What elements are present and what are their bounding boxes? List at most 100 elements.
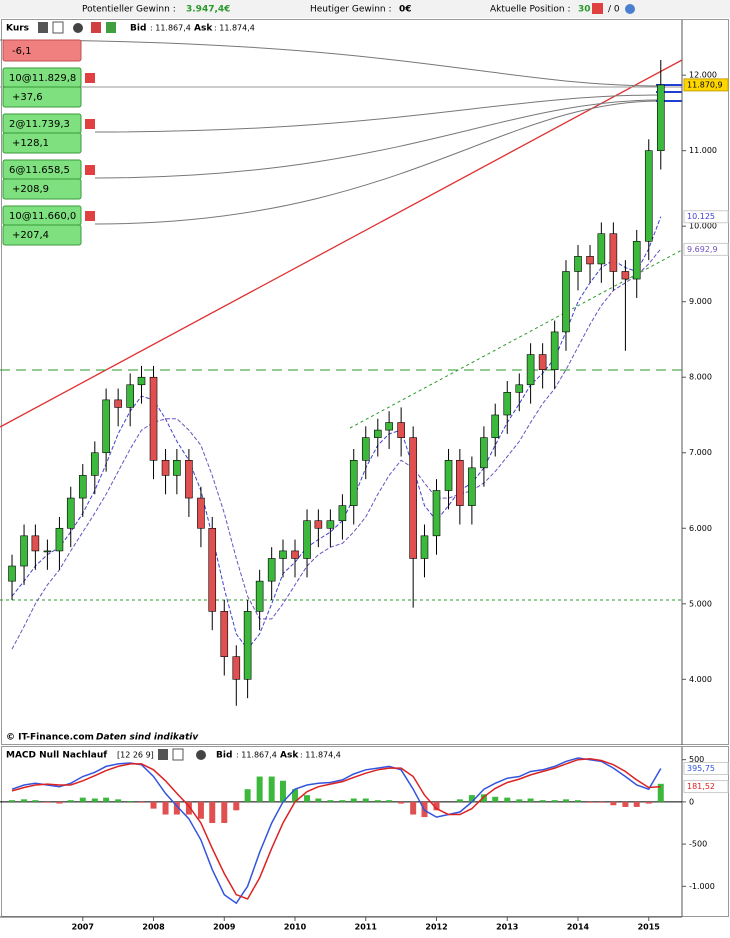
candle-body bbox=[161, 459, 170, 476]
candle-body bbox=[279, 550, 287, 559]
value-tag bbox=[683, 780, 729, 794]
x-tick-label: 2007 bbox=[72, 923, 94, 932]
tool-icon[interactable] bbox=[158, 749, 168, 760]
position-curve bbox=[94, 100, 661, 225]
pnl-text: +128,1 bbox=[12, 138, 49, 149]
close-icon[interactable] bbox=[73, 23, 83, 33]
window-icon[interactable] bbox=[172, 748, 184, 761]
candle-body bbox=[538, 354, 547, 370]
histogram-bar bbox=[516, 799, 523, 802]
pnl-box bbox=[2, 86, 82, 108]
down-icon[interactable] bbox=[91, 22, 101, 33]
x-tick-label: 2012 bbox=[425, 923, 447, 932]
candle-body bbox=[208, 527, 217, 612]
up-icon[interactable] bbox=[106, 22, 116, 33]
histogram-bar bbox=[657, 783, 664, 802]
price-tag bbox=[683, 210, 729, 224]
close-position-button[interactable] bbox=[592, 3, 603, 14]
pnl-box bbox=[2, 224, 82, 246]
moving-average bbox=[11, 248, 662, 650]
candle-body bbox=[644, 150, 653, 242]
x-tick-label: 2013 bbox=[496, 923, 518, 932]
histogram-bar bbox=[56, 801, 63, 804]
candle-body bbox=[55, 527, 64, 552]
histogram-bar bbox=[386, 800, 393, 802]
candle-body bbox=[243, 611, 252, 680]
histogram-bar bbox=[610, 801, 617, 806]
tool-icon[interactable] bbox=[38, 22, 48, 33]
candle-body bbox=[456, 459, 464, 506]
y-tick-label: 4.000 bbox=[689, 675, 712, 684]
window-icon[interactable] bbox=[52, 21, 64, 34]
close-icon[interactable] bbox=[196, 750, 206, 760]
close-order[interactable] bbox=[85, 119, 95, 129]
candle-body bbox=[66, 497, 75, 529]
y-tick-label: 11.000 bbox=[689, 146, 717, 155]
histogram-bar bbox=[268, 776, 275, 802]
histogram-bar bbox=[527, 798, 534, 802]
histogram-bar bbox=[645, 801, 652, 804]
histogram-bar bbox=[327, 800, 334, 802]
candle-body bbox=[586, 256, 594, 265]
bid-value: : 11.867,4 bbox=[150, 24, 191, 33]
histogram-bar bbox=[9, 800, 16, 802]
x-tick-label: 2014 bbox=[567, 923, 590, 932]
candle-body bbox=[562, 271, 570, 333]
histogram-bar bbox=[209, 801, 216, 823]
histogram-bar bbox=[244, 789, 251, 802]
close-order[interactable] bbox=[85, 211, 95, 221]
value-tag-label: 181,52 bbox=[687, 782, 715, 791]
order-text: 2@11.739,3 bbox=[9, 119, 70, 130]
price-tag-label: 11.870,9 bbox=[687, 80, 723, 89]
candle-body bbox=[632, 240, 641, 280]
histogram-bar bbox=[398, 801, 405, 804]
histogram-bar bbox=[44, 801, 51, 803]
candle-body bbox=[656, 84, 665, 151]
histogram-bar bbox=[598, 801, 605, 803]
histogram-bar bbox=[221, 801, 228, 823]
candle-body bbox=[78, 475, 87, 499]
histogram-bar bbox=[292, 789, 299, 802]
histogram-bar bbox=[633, 801, 640, 807]
note: Daten sind indikativ bbox=[96, 733, 199, 743]
potential-value: 3.947,4€ bbox=[186, 5, 230, 15]
x-tick-label: 2010 bbox=[284, 923, 307, 932]
histogram-bar bbox=[21, 799, 28, 802]
y-tick-label: 7.000 bbox=[689, 448, 712, 457]
candle-body bbox=[20, 535, 28, 567]
today-value: 0€ bbox=[399, 5, 412, 15]
toolbar bbox=[0, 0, 730, 18]
candle-body bbox=[385, 422, 393, 431]
candle-body bbox=[220, 611, 229, 657]
candle-body bbox=[480, 437, 488, 469]
candle-body bbox=[621, 271, 630, 280]
candle-body bbox=[291, 550, 299, 559]
pnl-text: -6,1 bbox=[12, 46, 32, 57]
candle-body bbox=[314, 520, 323, 529]
y-tick-label: 12.000 bbox=[689, 71, 717, 80]
histogram-bar bbox=[79, 797, 86, 802]
candle-body bbox=[373, 429, 382, 438]
candle-body bbox=[31, 535, 40, 552]
histogram-bar bbox=[587, 801, 594, 803]
histogram-bar bbox=[551, 800, 558, 802]
close-order[interactable] bbox=[85, 165, 95, 175]
position-curve bbox=[94, 94, 661, 133]
candle-body bbox=[114, 399, 122, 408]
y-tick-label: 5.000 bbox=[689, 599, 712, 608]
candle-body bbox=[8, 565, 16, 582]
copyright: © IT-Finance.com bbox=[6, 733, 94, 743]
histogram-bar bbox=[197, 801, 204, 819]
ask-value: : 11.874,4 bbox=[214, 24, 255, 33]
close-order[interactable] bbox=[85, 73, 95, 83]
histogram-bar bbox=[410, 801, 417, 815]
candle-body bbox=[126, 384, 134, 408]
price-tag-label: 9.692,9 bbox=[687, 245, 718, 254]
pnl-box bbox=[2, 39, 82, 62]
signal-line bbox=[11, 758, 661, 900]
settings-icon[interactable] bbox=[625, 4, 635, 14]
histogram-bar bbox=[127, 801, 134, 802]
y-tick-label: 500 bbox=[689, 755, 704, 764]
histogram-bar bbox=[339, 800, 346, 802]
histogram-bar bbox=[91, 798, 98, 802]
